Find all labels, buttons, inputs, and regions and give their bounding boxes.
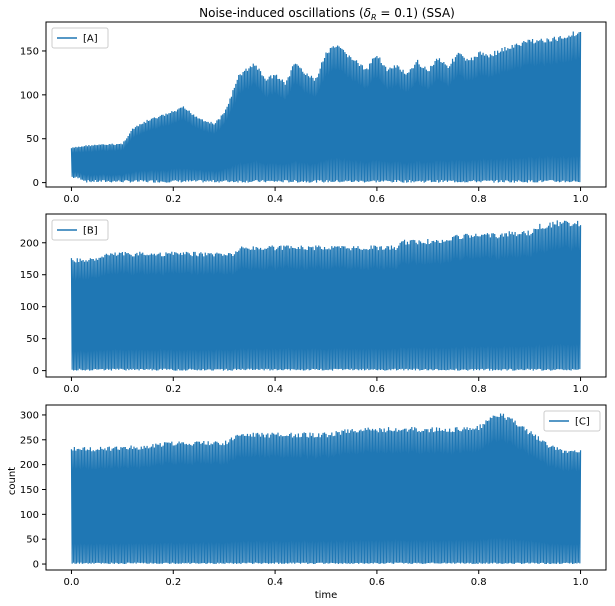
axes-frame-c: [45, 404, 607, 571]
y-tick-label-a: 100: [20, 90, 39, 101]
axes-frame-b: [45, 213, 607, 378]
y-tick-label-c: 0: [33, 560, 39, 571]
y-tick-label-c: 200: [20, 460, 39, 471]
x-tick-label-c: 0.2: [165, 577, 181, 588]
panel-c-axes: 0.0 0.2 0.4 0.6 0.8 1.0 0 50 100 150 200 250 300 [C]: [20, 404, 607, 588]
series-line-b: [70, 220, 582, 371]
legend-label-b: [B]: [83, 226, 98, 237]
title-prefix: Noise-induced oscillations (: [199, 6, 363, 20]
series-line-c: [70, 413, 582, 565]
y-tick-label-c: 150: [20, 485, 39, 496]
y-tick-label-a: 50: [26, 134, 39, 145]
y-tick-label-a: 150: [20, 46, 39, 57]
x-tick-label-a: 0.2: [165, 194, 181, 205]
y-tick-label-b: 50: [26, 334, 39, 345]
figure-title: Noise-induced oscillations (δR = 0.1) (S…: [199, 6, 455, 22]
legend-box-c: [543, 410, 601, 432]
x-tick-label-c: 0.4: [267, 577, 283, 588]
x-tick-label-c: 0.6: [369, 577, 385, 588]
x-tick-label-b: 0.2: [165, 384, 181, 395]
x-tick-label-c: 0.8: [471, 577, 487, 588]
title-suffix: = 0.1) (SSA): [377, 6, 455, 20]
y-tick-label-c: 100: [20, 510, 39, 521]
y-tick-label-c: 250: [20, 435, 39, 446]
x-tick-label-a: 0.6: [369, 194, 385, 205]
y-tick-label-b: 200: [20, 238, 39, 249]
title-delta: δ: [364, 6, 371, 20]
y-axis-label: count: [7, 467, 18, 495]
axes-frame-a: [45, 21, 607, 188]
legend-box-b: [51, 219, 109, 241]
x-tick-label-a: 0.8: [471, 194, 487, 205]
x-tick-label-c: 0.0: [64, 577, 80, 588]
x-tick-label-b: 0.8: [471, 384, 487, 395]
x-tick-label-a: 1.0: [573, 194, 589, 205]
legend-label-c: [C]: [575, 417, 590, 428]
x-tick-label-b: 1.0: [573, 384, 589, 395]
y-tick-label-b: 0: [33, 366, 39, 377]
x-axis-label: time: [315, 590, 338, 601]
y-tick-label-c: 50: [26, 535, 39, 546]
legend-a: [A]: [51, 27, 109, 49]
legend-label-a: [A]: [83, 34, 98, 45]
x-tick-label-a: 0.4: [267, 194, 283, 205]
panel-a-axes: 0.0 0.2 0.4 0.6 0.8 1.0 0 50 100 150 [A]: [20, 21, 607, 205]
legend-b: [B]: [51, 219, 109, 241]
legend-c: [C]: [543, 410, 601, 432]
x-tick-label-b: 0.4: [267, 384, 283, 395]
x-tick-label-b: 0.0: [64, 384, 80, 395]
y-tick-label-b: 150: [20, 270, 39, 281]
panel-b-axes: 0.0 0.2 0.4 0.6 0.8 1.0 0 50 100 150 200 [B]: [20, 213, 607, 395]
series-line-a: [70, 31, 582, 183]
x-tick-label-c: 1.0: [573, 577, 589, 588]
y-tick-label-c: 300: [20, 410, 39, 421]
x-tick-label-a: 0.0: [64, 194, 80, 205]
title-subscript: R: [371, 13, 377, 22]
y-tick-label-b: 100: [20, 302, 39, 313]
x-tick-label-b: 0.6: [369, 384, 385, 395]
legend-box-a: [51, 27, 109, 49]
y-tick-label-a: 0: [33, 178, 39, 189]
